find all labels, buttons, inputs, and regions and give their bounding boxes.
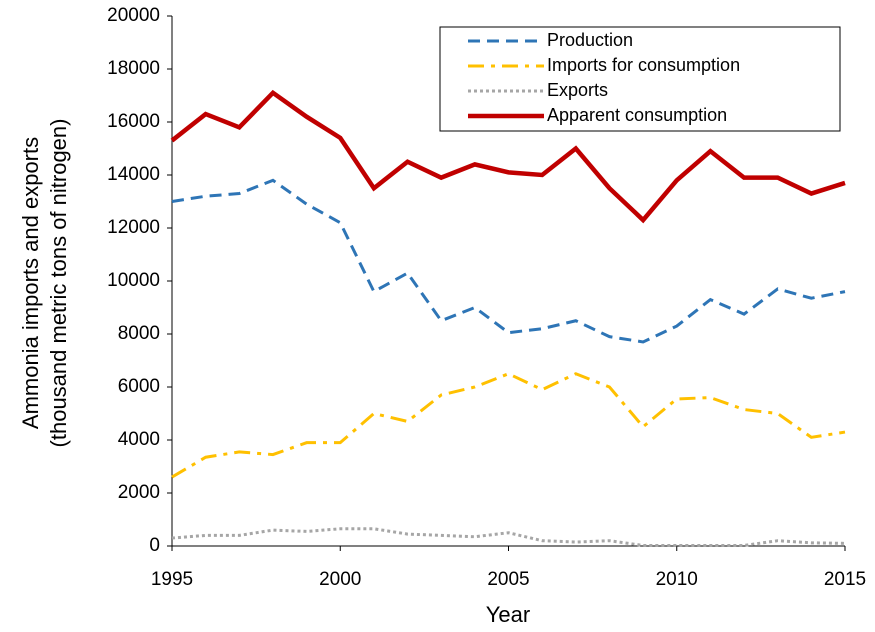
legend-label: Imports for consumption xyxy=(547,55,740,75)
y-tick-label: 14000 xyxy=(107,164,160,185)
y-tick-label: 4000 xyxy=(118,429,160,450)
data-line xyxy=(171,527,846,547)
legend-label: Exports xyxy=(547,80,608,100)
x-tick-label: 2000 xyxy=(319,569,361,590)
y-tick-label: 12000 xyxy=(107,217,160,238)
y-tick-label: 8000 xyxy=(118,323,160,344)
y-tick-label: 10000 xyxy=(107,270,160,291)
y-axis-label: (thousand metric tons of nitrogen) xyxy=(46,119,71,448)
x-axis-label: Year xyxy=(486,602,530,627)
x-tick-label: 2010 xyxy=(656,569,698,590)
y-tick-label: 6000 xyxy=(118,376,160,397)
data-line xyxy=(170,89,846,224)
x-tick-label: 1995 xyxy=(151,569,193,590)
y-tick-label: 0 xyxy=(149,535,160,556)
y-tick-label: 2000 xyxy=(118,482,160,503)
x-tick-label: 2015 xyxy=(824,569,866,590)
y-axis-label: Ammonia imports and exports xyxy=(18,137,43,429)
y-tick-label: 16000 xyxy=(107,111,160,132)
data-line xyxy=(171,372,846,479)
y-tick-label: 20000 xyxy=(107,5,160,26)
legend-label: Production xyxy=(547,30,633,50)
data-line xyxy=(171,178,846,344)
y-tick-label: 18000 xyxy=(107,58,160,79)
legend-box xyxy=(439,26,841,132)
x-tick-label: 2005 xyxy=(487,569,529,590)
legend-label: Apparent consumption xyxy=(547,105,727,125)
